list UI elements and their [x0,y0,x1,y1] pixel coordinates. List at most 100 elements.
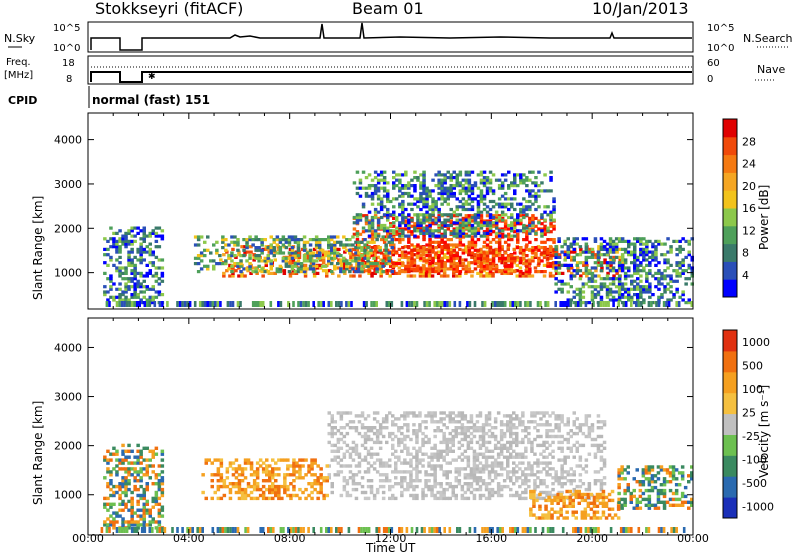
data-cell [388,487,392,492]
data-cell [590,437,595,442]
data-cell [418,258,423,262]
data-cell [500,229,505,233]
data-cell [470,251,475,255]
data-cell [633,269,637,273]
data-cell [485,254,490,258]
data-cell [364,269,368,273]
data-cell [461,197,466,201]
data-cell [478,496,483,501]
data-cell [419,184,423,188]
data-cell [509,420,513,424]
data-cell [407,184,411,188]
data-cell [330,270,334,274]
data-cell [406,255,411,259]
data-cell [669,290,673,294]
data-cell [406,411,410,415]
data-cell [298,464,302,468]
data-cell [490,490,495,495]
data-cell [391,431,395,436]
data-cell [530,440,534,445]
data-cell [342,476,347,480]
noise-cell [597,301,600,307]
data-cell [575,446,579,450]
data-cell [491,248,496,252]
noise-cell [158,301,162,307]
data-cell [266,246,270,250]
data-cell [597,261,601,265]
data-cell [348,243,352,247]
data-cell [642,290,646,294]
data-cell [354,452,359,456]
colorbar-swatch [723,172,737,191]
data-cell [431,259,435,263]
data-cell [264,247,268,251]
data-cell [488,232,493,236]
data-cell [497,184,502,188]
data-cell [415,455,419,459]
data-cell [491,256,496,260]
data-cell [602,476,607,480]
data-cell [458,261,462,265]
data-cell [222,493,227,498]
data-cell [333,431,337,436]
nave-label: Nave [757,63,785,76]
data-cell [260,267,264,271]
data-cell [476,202,481,206]
data-cell [313,458,317,462]
data-cell [485,231,490,235]
data-cell [333,458,337,462]
data-cell [458,274,462,278]
data-cell [360,484,365,489]
data-cell [684,255,688,259]
data-cell [566,237,570,241]
data-cell [270,271,274,275]
data-cell [452,264,456,268]
data-cell [590,429,595,433]
colorbar-tick-label: 28 [742,135,756,148]
data-cell [464,181,469,185]
data-cell [345,443,350,448]
data-cell [542,253,547,257]
data-cell [463,476,468,480]
data-cell [548,461,552,465]
data-cell [419,267,423,271]
data-cell [496,455,501,459]
data-cell [360,254,364,258]
data-cell [373,207,378,212]
data-cell [584,271,589,275]
data-cell [491,191,496,196]
data-cell [448,470,452,474]
data-cell [430,455,434,459]
y-tick-label: 2000 [54,222,82,235]
noise-cell [135,301,139,307]
data-cell [133,234,137,238]
data-cell [611,277,616,281]
noise-cell [390,301,394,307]
data-cell [215,248,219,252]
data-cell [395,251,399,255]
data-cell [121,234,125,238]
data-cell [109,279,113,283]
data-cell [583,510,588,514]
data-cell [261,493,266,498]
data-cell [419,186,423,190]
data-cell [522,256,526,260]
data-cell [601,498,606,503]
data-cell [360,426,365,430]
data-cell [248,264,252,268]
data-cell [366,262,370,266]
data-cell [237,467,242,471]
data-cell [295,493,299,498]
noise-cell [299,301,303,307]
data-cell [430,250,435,254]
noise-cell [519,301,522,307]
data-cell [446,218,450,222]
data-cell [364,191,369,196]
data-cell [592,516,597,520]
data-cell [386,181,390,185]
data-cell [433,484,437,489]
data-cell [509,487,513,492]
data-cell [608,282,613,286]
data-cell [620,293,625,297]
data-cell [569,473,573,477]
